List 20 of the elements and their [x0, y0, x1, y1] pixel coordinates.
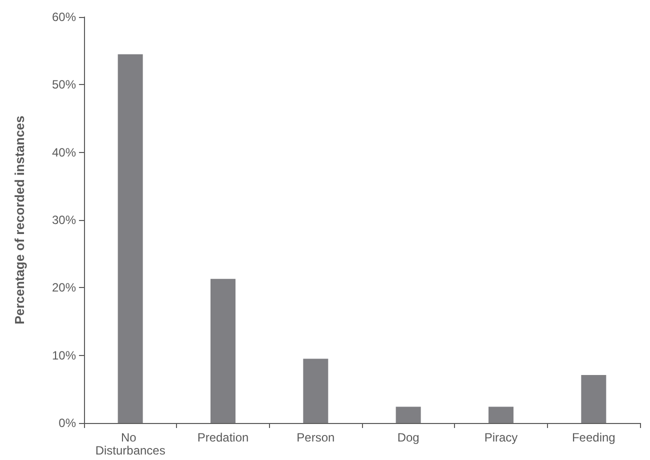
- bar: [488, 406, 514, 423]
- bar: [581, 374, 606, 423]
- x-tick-label: Predation: [197, 430, 249, 444]
- bar: [396, 406, 421, 423]
- bar: [210, 278, 236, 423]
- y-tick-label: 20%: [52, 280, 76, 295]
- x-tick-label: Feeding: [572, 430, 616, 444]
- y-tick-label: 30%: [52, 213, 76, 227]
- y-tick-label: 60%: [52, 10, 76, 24]
- x-tick-label: No Disturbances: [95, 430, 166, 458]
- y-tick-label: 10%: [52, 348, 76, 362]
- x-tick-label: Dog: [397, 430, 420, 444]
- bar: [303, 358, 328, 423]
- y-tick-label: 40%: [52, 145, 76, 160]
- bar: [118, 54, 143, 423]
- x-tick-label: Person: [296, 430, 335, 444]
- y-tick-label: 50%: [52, 78, 76, 92]
- x-tick-label: Piracy: [484, 430, 518, 444]
- y-axis-title: Percentage of recorded instances: [12, 116, 27, 324]
- y-tick-label: 0%: [58, 416, 76, 430]
